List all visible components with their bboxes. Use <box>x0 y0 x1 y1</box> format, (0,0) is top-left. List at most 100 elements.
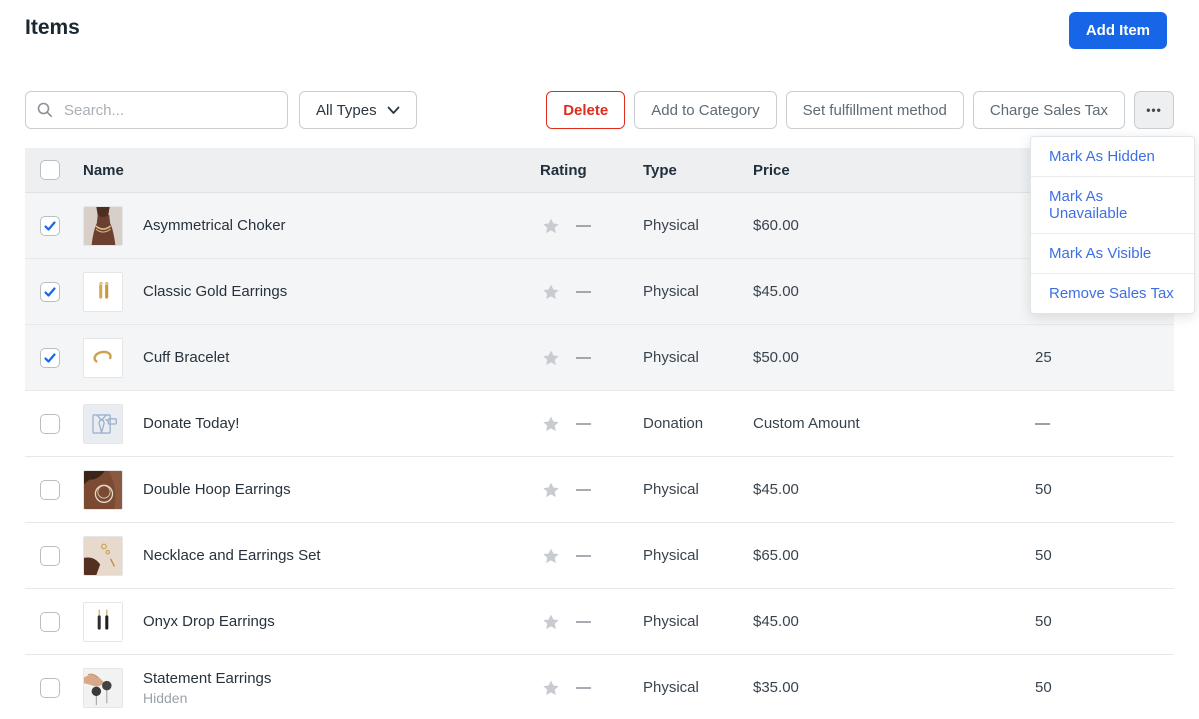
star-icon <box>543 218 559 233</box>
statement-earrings-photo-thumbnail <box>84 668 122 707</box>
item-stock: 50 <box>1035 613 1052 630</box>
checkmark-icon <box>44 286 56 297</box>
item-type: Physical <box>643 481 699 498</box>
table-row[interactable]: Asymmetrical Choker — Physical $60.00 <box>25 193 1174 259</box>
menu-item-mark-as-visible[interactable]: Mark As Visible <box>1031 234 1194 274</box>
star-icon <box>543 614 559 629</box>
row-checkbox[interactable] <box>40 413 60 434</box>
item-thumbnail <box>83 469 123 510</box>
table-row[interactable]: Double Hoop Earrings — Physical $45.00 5… <box>25 457 1174 523</box>
item-stock: 50 <box>1035 679 1052 696</box>
menu-item-remove-sales-tax[interactable]: Remove Sales Tax <box>1049 285 1174 302</box>
item-name: Asymmetrical Choker <box>143 217 286 234</box>
item-thumbnail <box>83 205 123 246</box>
item-name: Onyx Drop Earrings <box>143 613 275 630</box>
row-checkbox[interactable] <box>40 677 60 698</box>
item-subtitle: Hidden <box>143 689 188 706</box>
item-type: Physical <box>643 349 699 366</box>
item-name: Classic Gold Earrings <box>143 283 288 300</box>
item-price: $50.00 <box>753 349 799 366</box>
checkmark-icon <box>44 220 56 231</box>
table-body: Asymmetrical Choker — Physical $60.00 <box>25 193 1174 719</box>
toolbar: All Types Delete Add to Category Set ful… <box>25 91 1174 129</box>
item-stock: — <box>1035 415 1050 432</box>
item-name: Double Hoop Earrings <box>143 481 291 498</box>
table-row[interactable]: Onyx Drop Earrings — Physical $45.00 50 <box>25 589 1174 655</box>
rating-value: — <box>576 613 591 630</box>
item-price: Custom Amount <box>753 415 860 432</box>
rating-value: — <box>576 679 591 696</box>
table-row[interactable]: Donate Today! — Donation Custom Amount — <box>25 391 1174 457</box>
delete-button[interactable]: Delete <box>546 91 626 129</box>
item-stock: 50 <box>1035 547 1052 564</box>
star-icon <box>543 548 559 563</box>
add-item-button[interactable]: Add Item <box>1068 12 1167 49</box>
row-checkbox[interactable] <box>40 479 60 500</box>
rating-value: — <box>576 349 591 366</box>
item-thumbnail <box>83 403 123 444</box>
gold-earrings-photo-thumbnail <box>84 272 122 311</box>
item-type: Donation <box>643 415 704 432</box>
item-price: $45.00 <box>753 481 799 498</box>
row-checkbox[interactable] <box>40 545 60 566</box>
item-name: Donate Today! <box>143 415 240 432</box>
item-stock: 50 <box>1035 481 1052 498</box>
table-row[interactable]: Statement Earrings Hidden — Physical $35… <box>25 655 1174 719</box>
set-fulfillment-method-button[interactable]: Set fulfillment method <box>785 91 964 129</box>
bulk-actions-menu: Mark As Hidden Mark As Unavailable Mark … <box>1030 136 1195 314</box>
column-header-rating: Rating <box>540 161 587 179</box>
item-thumbnail <box>83 271 123 312</box>
search-box <box>25 91 288 129</box>
charge-sales-tax-button[interactable]: Charge Sales Tax <box>972 91 1125 129</box>
column-header-price: Price <box>753 161 790 179</box>
item-price: $60.00 <box>753 217 799 234</box>
table-header-row: Name Rating Type Price <box>25 148 1174 193</box>
menu-item-mark-as-hidden[interactable]: Mark As Hidden <box>1031 137 1194 177</box>
item-price: $45.00 <box>753 613 799 630</box>
item-thumbnail <box>83 667 123 708</box>
search-input[interactable] <box>25 91 288 129</box>
type-filter-label: All Types <box>316 101 377 119</box>
table-row[interactable]: Necklace and Earrings Set — Physical $65… <box>25 523 1174 589</box>
menu-item-mark-as-unavailable[interactable]: Mark As Unavailable <box>1031 177 1194 234</box>
rating-value: — <box>576 415 591 432</box>
item-price: $65.00 <box>753 547 799 564</box>
item-thumbnail <box>83 601 123 642</box>
item-thumbnail <box>83 337 123 378</box>
item-name: Statement Earrings <box>143 669 272 687</box>
add-to-category-button[interactable]: Add to Category <box>634 91 777 129</box>
item-type: Physical <box>643 217 699 234</box>
item-type: Physical <box>643 679 699 696</box>
item-type: Physical <box>643 613 699 630</box>
star-icon <box>543 416 559 431</box>
table-row[interactable]: Cuff Bracelet — Physical $50.00 25 <box>25 325 1174 391</box>
necklace-set-photo-thumbnail <box>84 536 122 575</box>
column-header-name: Name <box>83 161 124 179</box>
star-icon <box>543 350 559 365</box>
row-checkbox[interactable] <box>40 611 60 632</box>
bulk-actions: Delete Add to Category Set fulfillment m… <box>546 91 1174 129</box>
chevron-down-icon <box>387 106 399 114</box>
cuff-bracelet-photo-thumbnail <box>84 338 122 377</box>
rating-value: — <box>576 283 591 300</box>
star-icon <box>543 680 559 695</box>
row-checkbox[interactable] <box>40 347 60 368</box>
star-icon <box>543 284 559 299</box>
item-stock: 25 <box>1035 349 1052 366</box>
item-name: Cuff Bracelet <box>143 349 230 366</box>
more-actions-button[interactable]: ••• <box>1134 91 1174 129</box>
double-hoop-earrings-photo-thumbnail <box>84 470 122 509</box>
rating-value: — <box>576 217 591 234</box>
item-type: Physical <box>643 547 699 564</box>
table-row[interactable]: Classic Gold Earrings — Physical $45.00 <box>25 259 1174 325</box>
select-all-checkbox[interactable] <box>40 160 60 180</box>
column-header-type: Type <box>643 161 677 179</box>
row-checkbox[interactable] <box>40 281 60 302</box>
type-filter-dropdown[interactable]: All Types <box>299 91 417 129</box>
page-title: Items <box>25 16 80 39</box>
item-name: Necklace and Earrings Set <box>143 547 321 564</box>
row-checkbox[interactable] <box>40 215 60 236</box>
item-thumbnail <box>83 535 123 576</box>
onyx-earrings-photo-thumbnail <box>84 602 122 641</box>
